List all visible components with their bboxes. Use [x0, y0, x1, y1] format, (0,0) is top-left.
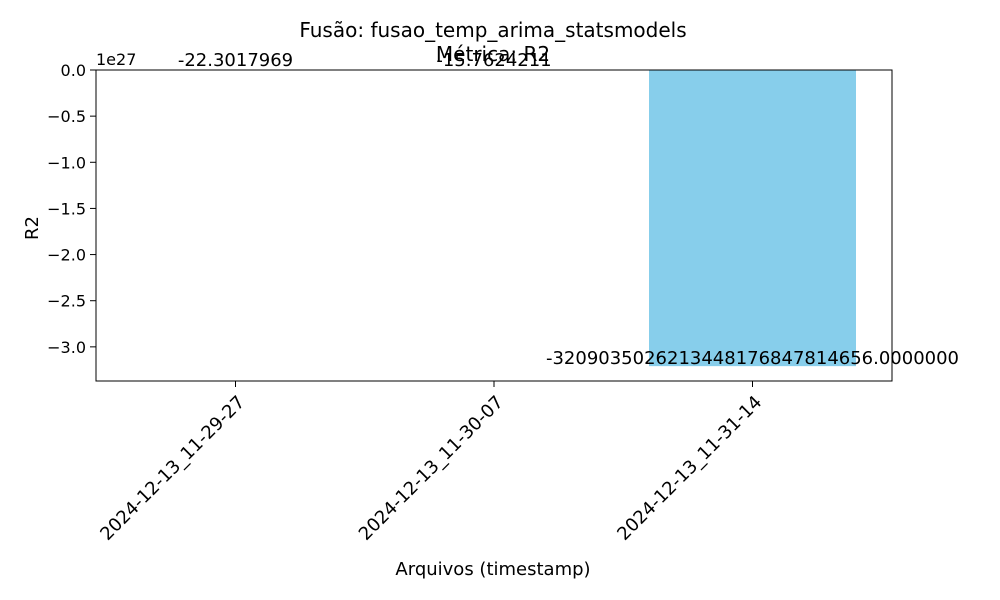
y-tick-label: −0.5 [47, 107, 86, 126]
y-tick-label: −3.0 [47, 338, 86, 357]
x-tick-label: 2024-12-13_11-31-14 [613, 392, 766, 545]
x-axis: 2024-12-13_11-29-27 2024-12-13_11-30-07 20… [96, 381, 766, 545]
bar-value-label: -15.7624211 [436, 50, 551, 71]
y-axis-offset-label: 1e27 [96, 50, 136, 69]
x-axis-label: Arquivos (timestamp) [395, 559, 590, 580]
bar-value-label: -3209035026213448176847814656.0000000 [546, 348, 959, 369]
y-axis: 0.0 −0.5 −1.0 −1.5 −2.0 −2.5 −3.0 [47, 61, 96, 357]
y-tick-label: −1.0 [47, 153, 86, 172]
x-tick-label: 2024-12-13_11-29-27 [96, 392, 249, 545]
bar [649, 70, 856, 367]
y-tick-label: −2.0 [47, 246, 86, 265]
x-tick-label: 2024-12-13_11-30-07 [355, 392, 508, 545]
chart-title: Fusão: fusao_temp_arima_statsmodels [299, 18, 686, 42]
y-axis-label: R2 [22, 216, 43, 240]
y-tick-label: −2.5 [47, 292, 86, 311]
bar-value-label: -22.3017969 [178, 50, 293, 71]
bar-group [649, 70, 856, 367]
value-label-group: -22.3017969 -15.7624211 -32090350262134481… [178, 50, 959, 369]
y-tick-label: −1.5 [47, 199, 86, 218]
y-tick-label: 0.0 [61, 61, 86, 80]
chart-subtitle: Métrica: R2 [436, 42, 550, 66]
